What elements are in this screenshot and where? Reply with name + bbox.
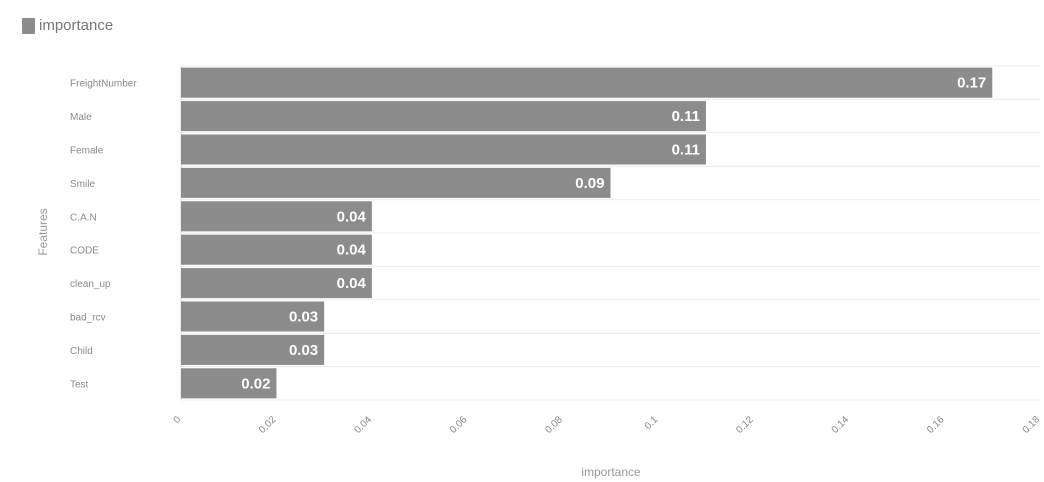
bar <box>181 301 325 332</box>
y-tick-labels: FreightNumber Male Female Smile C.A.N CODE cle… <box>70 79 137 391</box>
bar-value-label: 0.04 <box>337 275 367 292</box>
x-tick-label: 0 <box>171 414 183 426</box>
y-tick-label: clean_up <box>70 279 111 290</box>
x-tick-label: 0.08 <box>543 414 565 436</box>
bar-value-label: 0.04 <box>337 208 367 225</box>
y-tick-label: Male <box>70 112 92 123</box>
bar-value-label: 0.02 <box>241 375 270 392</box>
bar <box>181 234 372 265</box>
bars <box>181 67 993 399</box>
x-tick-label: 0.12 <box>734 414 756 436</box>
x-tick-label: 0.02 <box>257 414 279 436</box>
legend-label: importance <box>39 17 114 34</box>
chart-legend: importance <box>22 17 113 34</box>
bar-value-label: 0.09 <box>575 175 604 192</box>
bar <box>181 368 277 399</box>
x-tick-label: 0.1 <box>643 414 661 432</box>
legend-swatch <box>22 17 35 34</box>
y-tick-label: FreightNumber <box>70 79 137 90</box>
x-tick-labels: 0 0.02 0.04 0.06 0.08 0.1 0.12 0.14 0.16 0.18 <box>171 414 1042 436</box>
bar-value-label: 0.03 <box>289 342 318 359</box>
y-tick-label: Child <box>70 346 93 357</box>
bar <box>181 101 706 132</box>
bar-value-label: 0.11 <box>672 142 700 159</box>
y-tick-label: Test <box>70 379 89 390</box>
bar-value-label: 0.04 <box>337 242 367 259</box>
x-tick-label: 0.14 <box>830 414 852 436</box>
x-tick-label: 0.04 <box>352 414 374 436</box>
bar <box>181 134 706 165</box>
y-axis-title: Features <box>36 208 50 255</box>
bar-value-label: 0.11 <box>672 108 700 125</box>
x-tick-label: 0.16 <box>925 414 947 436</box>
value-labels: 0.17 0.11 0.11 0.09 0.04 0.04 0.04 0.03 0.03 0.02 <box>241 75 986 393</box>
x-tick-label: 0.06 <box>448 414 470 436</box>
y-tick-label: Smile <box>70 179 95 190</box>
bar <box>181 67 993 98</box>
bar <box>181 268 372 299</box>
y-tick-label: CODE <box>70 246 99 257</box>
x-axis-title: importance <box>581 465 641 479</box>
bar <box>181 167 611 198</box>
grid-lines <box>180 65 1040 401</box>
y-tick-label: Female <box>70 146 104 157</box>
bar <box>181 201 372 232</box>
bar-value-label: 0.17 <box>957 75 986 92</box>
bar <box>181 334 325 365</box>
y-tick-label: bad_rcv <box>70 313 106 324</box>
y-tick-label: C.A.N <box>70 212 97 223</box>
x-tick-label: 0.18 <box>1021 414 1043 436</box>
bar-value-label: 0.03 <box>289 309 318 326</box>
